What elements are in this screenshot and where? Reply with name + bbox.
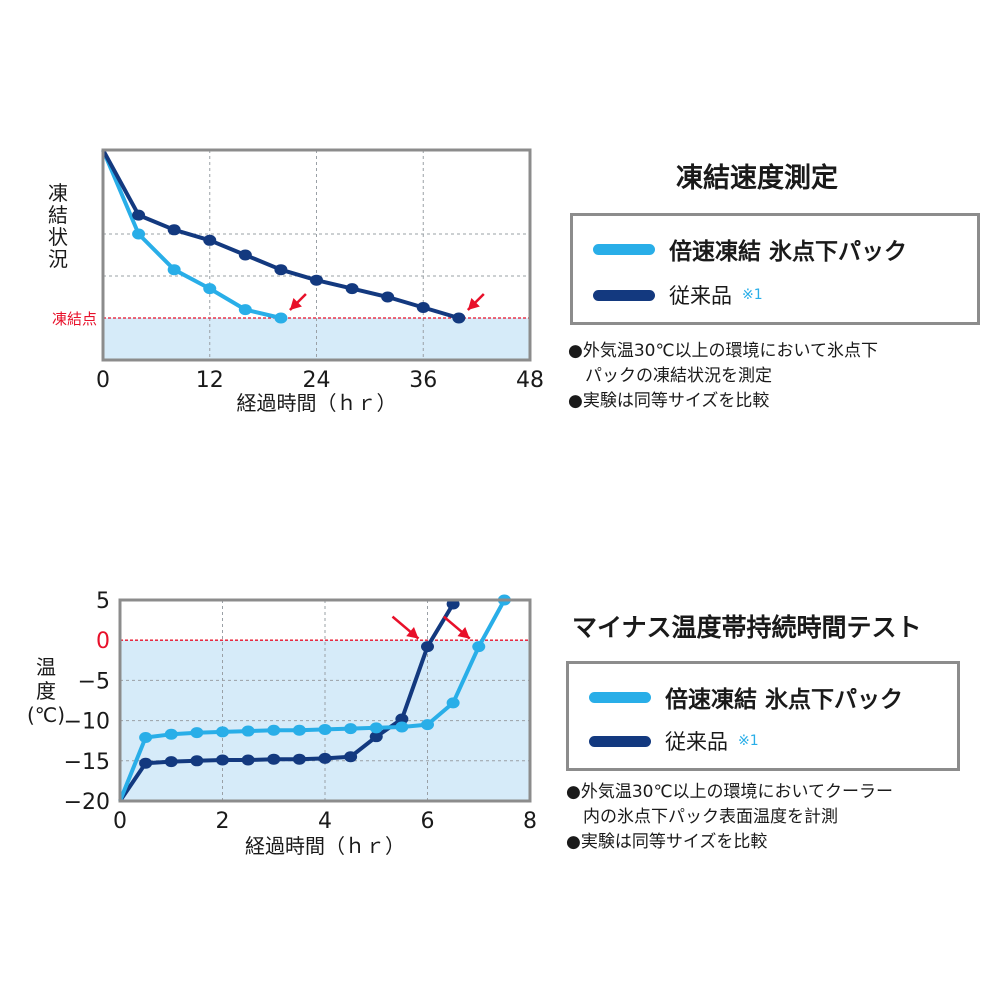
x-tick-label: 12 (196, 368, 224, 393)
data-point-conventional (452, 312, 466, 324)
data-point-conventional (132, 209, 146, 221)
x-tick-label: 48 (516, 368, 544, 393)
chart1-legend: 倍速凍結 氷点下パック 従来品 ※1 (570, 213, 980, 325)
data-point-fast (238, 304, 252, 316)
legend-label-conventional: 従来品 (665, 730, 728, 754)
x-tick-label: 24 (303, 368, 331, 393)
note-line: ●実験は同等サイズを比較 (566, 832, 768, 852)
y-axis-label-char: 凍 (48, 181, 68, 205)
legend-swatch-conventional (589, 735, 651, 747)
chart2-legend: 倍速凍結 氷点下パック 従来品 ※1 (566, 661, 960, 771)
legend-label-fast: 倍速凍結 氷点下パック (669, 239, 908, 265)
data-point-fast (132, 228, 146, 240)
data-point-conventional (203, 234, 217, 246)
chart1-notes: ●外気温30℃以上の環境において氷点下 パックの凍結状況を測定 ●実験は同等サイ… (568, 339, 878, 414)
data-point-fast (274, 312, 288, 324)
legend-note-ref: ※1 (738, 733, 759, 749)
chart1-title: 凍結速度測定 (676, 163, 838, 194)
plot-frame (101, 148, 532, 362)
data-point-fast (167, 264, 181, 276)
legend-note-ref: ※1 (742, 287, 763, 303)
x-tick-label: 36 (409, 368, 437, 393)
data-point-conventional (345, 283, 359, 295)
note-line: パックの凍結状況を測定 (568, 366, 772, 386)
reference-line-label: 凍結点 (52, 310, 97, 328)
data-point-fast (203, 283, 217, 295)
legend-swatch-fast (589, 691, 651, 703)
y-axis-label-char: 況 (48, 247, 68, 271)
data-point-conventional (167, 224, 181, 236)
legend-swatch-conventional (593, 289, 655, 301)
data-point-conventional (416, 302, 430, 313)
chart2-notes: ●外気温30℃以上の環境においてクーラー 内の氷点下パック表面温度を計測 ●実験… (566, 780, 893, 855)
note-line: ●実験は同等サイズを比較 (568, 391, 770, 411)
legend-item-fast: 倍速凍結 氷点下パック (593, 232, 907, 266)
x-axis-label: 経過時間（ｈｒ） (237, 391, 397, 415)
legend-item-conventional: 従来品 ※1 (589, 726, 759, 756)
data-point-conventional (274, 264, 288, 276)
legend-item-conventional: 従来品 ※1 (593, 280, 763, 310)
y-axis-label-char: 状 (48, 225, 68, 249)
arrow-head (467, 297, 480, 310)
data-point-conventional (310, 274, 323, 286)
chart2-title: マイナス温度帯持続時間テスト (572, 613, 922, 642)
note-line: ●外気温30℃以上の環境においてクーラー (566, 782, 894, 802)
legend-swatch-fast (593, 243, 655, 255)
x-tick-label: 0 (96, 368, 110, 393)
legend-item-fast: 倍速凍結 氷点下パック (589, 680, 903, 714)
note-line: ●外気温30℃以上の環境において氷点下 (568, 341, 879, 361)
note-line: 内の氷点下パック表面温度を計測 (566, 807, 838, 827)
legend-label-fast: 倍速凍結 氷点下パック (665, 687, 904, 713)
data-point-conventional (238, 249, 252, 261)
data-point-conventional (381, 291, 395, 303)
legend-label-conventional: 従来品 (669, 284, 732, 308)
arrow-head (289, 297, 302, 310)
y-axis-label-char: 結 (48, 203, 68, 227)
